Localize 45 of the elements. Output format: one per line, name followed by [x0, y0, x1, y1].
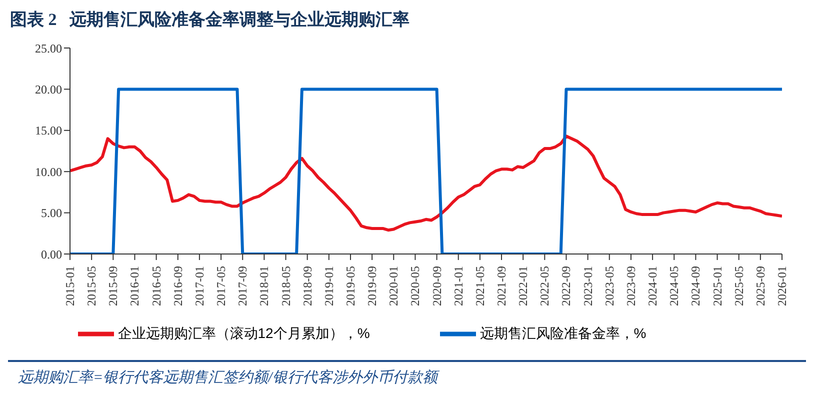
legend-label: 远期售汇风险准备金率，%	[480, 324, 646, 341]
x-tick-label: 2021-01	[451, 266, 466, 306]
x-tick-label: 2023-09	[624, 266, 638, 306]
x-tick-label: 2015-05	[84, 266, 99, 306]
x-tick-label: 2025-09	[753, 266, 768, 306]
x-tick-label: 2025-01	[710, 266, 724, 306]
x-tick-label: 2018-09	[300, 266, 314, 306]
x-tick-label: 2024-05	[667, 266, 682, 306]
x-tick-label: 2021-05	[472, 266, 487, 306]
x-tick-label: 2017-09	[236, 266, 250, 306]
x-tick-label: 2025-05	[732, 266, 746, 306]
x-tick-label: 2017-01	[192, 266, 206, 306]
y-tick-label: 0.00	[41, 247, 62, 262]
x-tick-label: 2016-09	[170, 266, 185, 306]
y-tick-label: 10.00	[35, 164, 62, 179]
legend-label: 企业远期购汇率（滚动12个月累加），%	[118, 324, 370, 341]
y-tick-label: 5.00	[41, 206, 62, 220]
text: 远期购汇率=银行代客远期售汇签约额/银行代客涉外外币付款额	[18, 370, 438, 386]
x-tick-label: 2019-01	[322, 266, 336, 306]
x-tick-label: 2016-05	[149, 266, 164, 306]
line-series	[70, 134, 782, 232]
x-tick-label: 2023-01	[580, 266, 595, 306]
y-tick-label: 15.00	[35, 124, 62, 138]
x-tick-label: 2020-05	[408, 266, 422, 306]
x-tick-label: 2016-01	[128, 266, 142, 306]
x-tick-label: 2015-01	[63, 266, 77, 306]
x-tick-label: 2018-01	[257, 266, 272, 306]
y-tick-label: 25.00	[35, 41, 62, 56]
x-tick-label: 2022-05	[538, 266, 552, 306]
x-tick-label: 2019-05	[343, 266, 358, 306]
x-tick-label: 2015-09	[106, 266, 120, 306]
x-tick-label: 2023-05	[602, 266, 616, 306]
x-tick-label: 2020-09	[430, 266, 444, 306]
x-tick-label: 2020-01	[386, 266, 401, 306]
x-tick-label: 2024-01	[646, 266, 660, 306]
chart-title: 图表 2 远期售汇风险准备金率调整与企业远期购汇率	[9, 9, 410, 31]
y-tick-label: 20.00	[35, 82, 62, 96]
x-tick-label: 2021-09	[494, 266, 509, 306]
x-tick-label: 2024-09	[688, 266, 703, 306]
x-tick-label: 2017-05	[214, 266, 228, 306]
x-tick-label: 2022-01	[516, 266, 530, 306]
x-tick-label: 2019-09	[365, 266, 380, 306]
x-tick-label: 2018-05	[278, 266, 293, 306]
x-tick-label: 2026-01	[775, 266, 789, 306]
x-tick-label: 2022-09	[559, 266, 574, 306]
